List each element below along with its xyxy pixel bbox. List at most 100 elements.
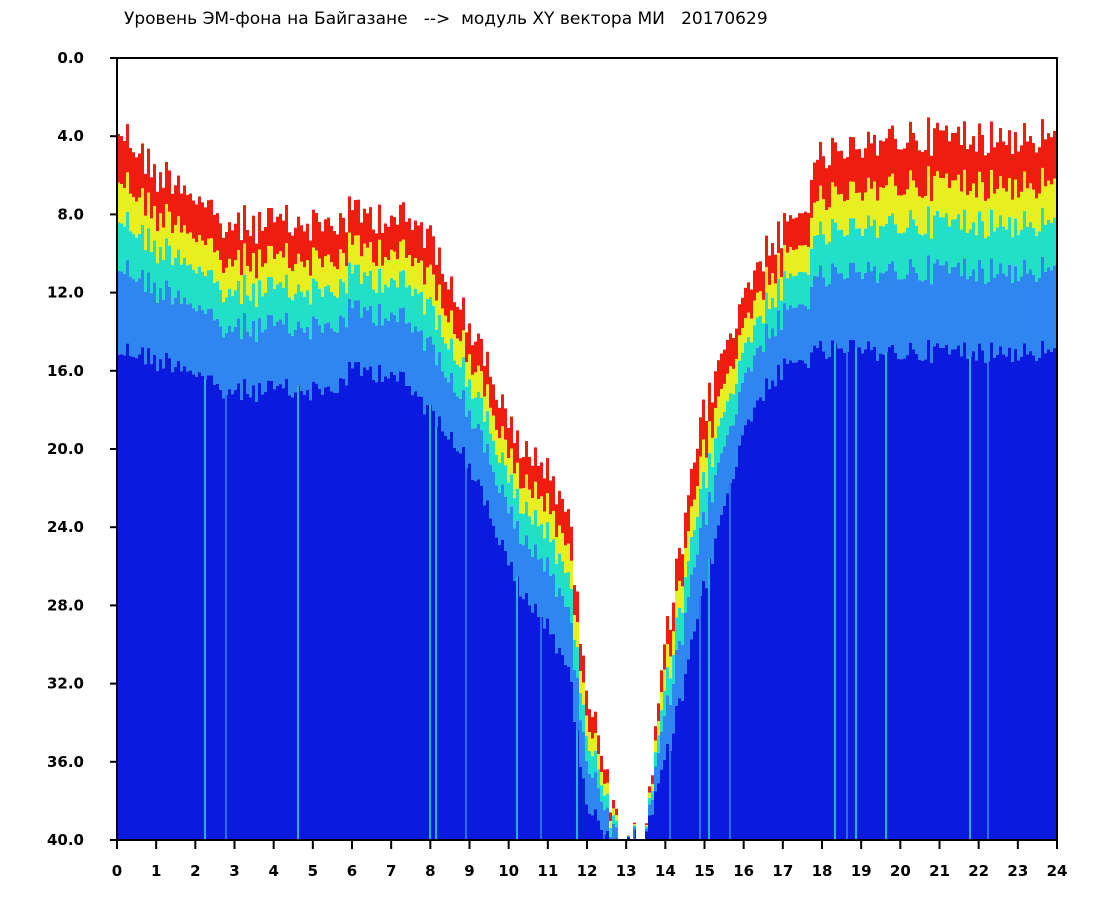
heat-cell bbox=[744, 372, 747, 426]
heat-cell bbox=[726, 373, 729, 402]
heat-cell bbox=[888, 176, 891, 217]
heat-cell bbox=[261, 332, 264, 395]
heat-cell bbox=[321, 267, 324, 297]
heat-cell bbox=[627, 836, 630, 838]
heat-cell bbox=[234, 326, 237, 391]
heat-cell bbox=[324, 323, 327, 388]
heat-cell bbox=[696, 516, 699, 555]
heat-cell bbox=[1005, 229, 1008, 277]
heat-streak bbox=[969, 356, 971, 840]
heat-cell bbox=[822, 351, 825, 840]
heat-cell bbox=[714, 474, 717, 539]
heat-cell bbox=[177, 249, 180, 291]
heat-cell bbox=[138, 233, 141, 279]
heat-cell bbox=[360, 375, 363, 840]
heat-cell bbox=[858, 148, 861, 193]
heat-cell bbox=[879, 225, 882, 273]
x-tick-label: 4 bbox=[268, 862, 278, 880]
heat-cell bbox=[291, 271, 294, 301]
x-tick-label: 5 bbox=[308, 862, 318, 880]
heat-streak bbox=[987, 361, 989, 840]
heat-cell bbox=[483, 365, 486, 397]
heat-cell bbox=[222, 302, 225, 338]
heat-cell bbox=[798, 245, 801, 272]
heat-cell bbox=[543, 628, 546, 840]
heat-cell bbox=[123, 273, 126, 356]
heat-cell bbox=[189, 232, 192, 265]
heat-cell bbox=[669, 656, 672, 679]
heat-cell bbox=[579, 766, 582, 840]
heat-cell bbox=[966, 195, 969, 233]
heat-cell bbox=[819, 265, 822, 342]
heat-cell bbox=[477, 391, 480, 425]
heat-cell bbox=[975, 151, 978, 198]
heat-cell bbox=[390, 371, 393, 840]
heat-cell bbox=[945, 261, 948, 345]
heat-cell bbox=[810, 217, 813, 249]
heat-cell bbox=[489, 407, 492, 434]
heat-cell bbox=[720, 453, 723, 515]
heat-cell bbox=[1026, 141, 1029, 189]
heat-cell bbox=[843, 236, 846, 280]
heat-cell bbox=[996, 189, 999, 228]
heat-cell bbox=[858, 228, 861, 272]
heat-cell bbox=[567, 572, 570, 607]
heat-cell bbox=[1008, 347, 1011, 840]
heat-cell bbox=[159, 172, 162, 214]
heat-cell bbox=[138, 354, 141, 840]
heat-cell bbox=[537, 559, 540, 617]
heat-cell bbox=[789, 360, 792, 840]
heat-cell bbox=[822, 234, 825, 278]
heat-cell bbox=[228, 389, 231, 840]
heat-cell bbox=[291, 300, 294, 336]
heat-cell bbox=[720, 353, 723, 389]
heat-cell bbox=[552, 539, 555, 575]
heat-cell bbox=[513, 580, 516, 840]
heat-cell bbox=[651, 775, 654, 784]
heat-cell bbox=[990, 209, 993, 259]
heat-cell bbox=[1047, 349, 1050, 840]
heat-cell bbox=[567, 509, 570, 544]
heat-cell bbox=[735, 414, 738, 467]
heat-cell bbox=[561, 498, 564, 534]
heat-cell bbox=[117, 222, 120, 271]
heat-cell bbox=[882, 354, 885, 840]
x-tick-label: 7 bbox=[386, 862, 396, 880]
heat-cell bbox=[612, 815, 615, 824]
heat-cell bbox=[207, 270, 210, 309]
heat-cell bbox=[177, 216, 180, 250]
heat-cell bbox=[1053, 178, 1056, 218]
x-tick-label: 13 bbox=[616, 862, 637, 880]
heat-cell bbox=[258, 280, 261, 319]
heat-cell bbox=[666, 695, 669, 744]
heat-cell bbox=[1020, 276, 1023, 357]
heat-streak bbox=[699, 595, 701, 840]
heat-cell bbox=[450, 276, 453, 311]
heat-cell bbox=[201, 271, 204, 311]
heat-cell bbox=[117, 354, 120, 840]
heat-cell bbox=[993, 357, 996, 840]
heat-cell bbox=[246, 266, 249, 296]
heat-cell bbox=[477, 479, 480, 840]
heat-cell bbox=[708, 421, 711, 454]
heat-cell bbox=[531, 524, 534, 557]
heat-cell bbox=[585, 690, 588, 716]
heat-cell bbox=[675, 590, 678, 618]
heat-cell bbox=[711, 402, 714, 438]
heat-cell bbox=[414, 220, 417, 259]
heat-cell bbox=[495, 430, 498, 455]
heat-cell bbox=[1047, 219, 1050, 268]
heat-cell bbox=[744, 425, 747, 840]
heat-cell bbox=[216, 250, 219, 282]
heat-cell bbox=[336, 269, 339, 298]
heat-cell bbox=[792, 362, 795, 840]
heat-cell bbox=[615, 815, 618, 821]
x-tick-label: 15 bbox=[694, 862, 715, 880]
heat-cell bbox=[360, 317, 363, 376]
heat-cell bbox=[435, 329, 438, 366]
heat-cell bbox=[516, 521, 519, 577]
heat-cell bbox=[738, 391, 741, 446]
heat-cell bbox=[237, 318, 240, 384]
heat-cell bbox=[846, 235, 849, 278]
heat-cell bbox=[132, 152, 135, 198]
